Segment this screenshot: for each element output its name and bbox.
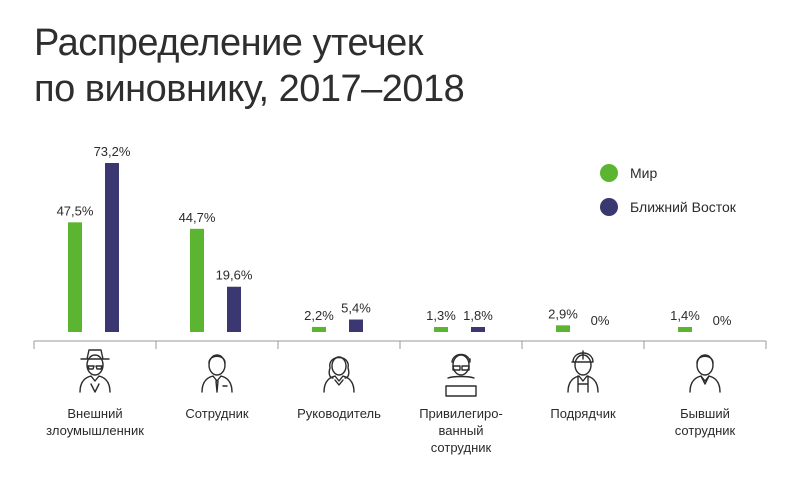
- manager-icon: [323, 356, 355, 393]
- category-label: Бывший сотрудник: [644, 405, 766, 439]
- chart-title-line-2: по виновнику, 2017–2018: [34, 68, 465, 110]
- legend-swatch-world: [600, 164, 618, 182]
- data-label-world: 44,7%: [179, 210, 216, 225]
- category-label-line: Привилегиро-: [419, 406, 503, 421]
- chart-title-line-1: Распределение утечек: [34, 22, 423, 64]
- bar-world: [312, 326, 326, 332]
- legend-label-world: Мир: [630, 165, 658, 181]
- category-label-line: Внешний: [67, 406, 123, 421]
- legend: Мир Ближний Восток: [600, 160, 736, 228]
- legend-swatch-middle-east: [600, 198, 618, 216]
- category-label-line: Руководитель: [297, 406, 381, 421]
- category-label: Сотрудник: [156, 405, 278, 422]
- bar-middle-east: [349, 319, 363, 332]
- contractor-icon: [567, 350, 599, 393]
- category-label-line: злоумышленник: [46, 423, 144, 438]
- data-label-middle-east: 5,4%: [341, 301, 371, 316]
- legend-label-middle-east: Ближний Восток: [630, 199, 736, 215]
- category-label-line: Бывший: [680, 406, 730, 421]
- category-label-line: сотрудник: [674, 423, 736, 438]
- data-label-world: 1,4%: [670, 308, 700, 323]
- employee-icon: [201, 354, 233, 393]
- data-label-middle-east: 19,6%: [216, 268, 253, 283]
- data-label-middle-east: 73,2%: [94, 144, 131, 159]
- data-label-middle-east: 0%: [713, 313, 732, 328]
- data-label-middle-east: 0%: [591, 313, 610, 328]
- chart-title: Распределение утечек по виновнику, 2017–…: [34, 20, 465, 112]
- privileged-user-icon: [445, 353, 477, 397]
- data-label-world: 2,9%: [548, 306, 578, 321]
- data-label-world: 47,5%: [57, 203, 94, 218]
- legend-item-middle-east: Ближний Восток: [600, 194, 736, 220]
- bar-middle-east: [471, 327, 485, 332]
- category-label-line: ванный: [438, 423, 484, 438]
- bar-world: [190, 228, 204, 332]
- bar-world: [678, 327, 692, 332]
- bar-world: [68, 222, 82, 332]
- category-label-line: сотрудник: [430, 440, 492, 455]
- category-label: Руководитель: [278, 405, 400, 422]
- bar-world: [556, 325, 570, 332]
- legend-item-world: Мир: [600, 160, 736, 186]
- bar-middle-east: [105, 163, 119, 332]
- category-label: Внешний злоумышленник: [34, 405, 156, 439]
- category-label: Подрядчик: [522, 405, 644, 422]
- bar-world: [434, 327, 448, 332]
- hacker-icon: [79, 349, 111, 393]
- category-label: Привилегиро-ванный сотрудник: [400, 405, 522, 456]
- former-employee-icon: [689, 354, 721, 393]
- data-label-world: 2,2%: [304, 308, 334, 323]
- data-label-world: 1,3%: [426, 308, 456, 323]
- bar-middle-east: [227, 286, 241, 332]
- category-label-line: Подрядчик: [550, 406, 616, 421]
- category-label-line: Сотрудник: [185, 406, 249, 421]
- data-label-middle-east: 1,8%: [463, 308, 493, 323]
